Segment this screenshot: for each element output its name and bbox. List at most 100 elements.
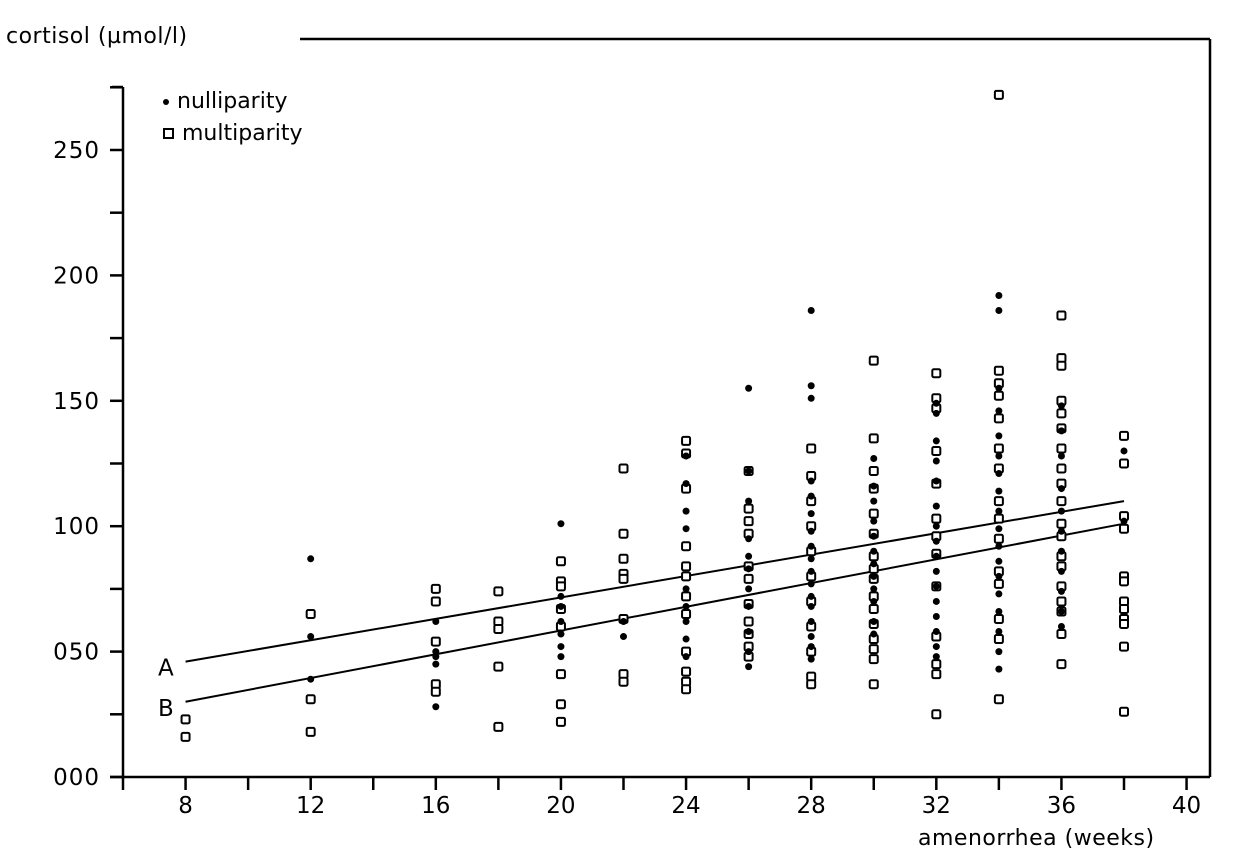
data-point-nulliparity	[1057, 452, 1065, 460]
data-point-nulliparity	[870, 597, 878, 605]
data-point-multiparity	[180, 731, 191, 742]
data-point-nulliparity	[995, 307, 1003, 315]
open-square-icon	[163, 128, 174, 139]
data-point-nulliparity	[557, 602, 565, 610]
data-point-nulliparity	[807, 394, 815, 402]
data-point-nulliparity	[870, 630, 878, 638]
data-point-multiparity	[993, 413, 1004, 424]
y-tick-label: 100	[53, 514, 100, 540]
regression-line-labels: AB	[158, 656, 174, 722]
data-point-nulliparity	[1057, 547, 1065, 555]
data-point-nulliparity	[745, 497, 753, 505]
regression-line-a	[185, 500, 1125, 663]
data-point-nulliparity	[682, 480, 690, 488]
legend-item-multiparity: multiparity	[163, 121, 302, 146]
data-point-nulliparity	[870, 497, 878, 505]
data-point-multiparity	[493, 624, 504, 635]
y-axis-title: cortisol (µmol/l)	[6, 24, 188, 49]
data-point-multiparity	[618, 573, 629, 584]
data-point-nulliparity	[995, 487, 1003, 495]
data-point-multiparity	[430, 636, 441, 647]
x-tick-label: 32	[922, 793, 951, 819]
data-point-multiparity	[180, 714, 191, 725]
x-tick-label: 40	[1172, 793, 1201, 819]
regression-lines	[185, 500, 1125, 703]
data-point-multiparity	[305, 608, 316, 619]
data-point-multiparity	[1056, 629, 1067, 640]
data-point-nulliparity	[995, 432, 1003, 440]
data-point-nulliparity	[932, 567, 940, 575]
data-point-multiparity	[993, 694, 1004, 705]
data-point-multiparity	[931, 709, 942, 720]
data-point-multiparity	[993, 365, 1004, 376]
y-tick-label: 250	[53, 138, 100, 164]
data-point-multiparity	[993, 443, 1004, 454]
y-axis: 000 050 100 150 200 250	[53, 85, 125, 791]
data-point-nulliparity	[807, 592, 815, 600]
data-point-nulliparity	[745, 585, 753, 593]
data-point-nulliparity	[432, 660, 440, 668]
data-point-nulliparity	[807, 555, 815, 563]
data-point-nulliparity	[307, 675, 315, 683]
data-point-multiparity	[1056, 659, 1067, 670]
data-point-nulliparity	[807, 492, 815, 500]
data-point-nulliparity	[995, 525, 1003, 533]
x-tick-label: 12	[296, 793, 325, 819]
data-point-nulliparity	[807, 618, 815, 626]
y-tick-label: 000	[53, 765, 100, 791]
data-point-multiparity	[1119, 430, 1129, 441]
data-point-nulliparity	[1120, 517, 1128, 525]
x-tick-label: 20	[546, 793, 575, 819]
data-point-multiparity	[305, 726, 316, 737]
data-point-nulliparity	[932, 653, 940, 661]
data-point-nulliparity	[807, 655, 815, 663]
data-point-nulliparity	[932, 612, 940, 620]
data-point-multiparity	[868, 644, 879, 655]
data-point-multiparity	[555, 556, 566, 567]
data-point-nulliparity	[745, 384, 753, 392]
data-point-nulliparity	[995, 665, 1003, 673]
data-point-multiparity	[1119, 523, 1129, 534]
data-point-nulliparity	[432, 648, 440, 656]
data-point-nulliparity	[745, 628, 753, 636]
data-point-nulliparity	[682, 618, 690, 626]
regression-line-b	[185, 522, 1125, 703]
regression-label-b: B	[158, 696, 174, 722]
data-point-multiparity	[931, 445, 942, 456]
data-point-multiparity	[618, 463, 629, 474]
data-point-multiparity	[681, 608, 692, 619]
y-tick-label: 200	[53, 263, 100, 289]
data-point-nulliparity	[995, 384, 1003, 392]
data-point-multiparity	[1056, 496, 1067, 507]
legend-label: nulliparity	[177, 89, 288, 114]
x-tick-label: 36	[1047, 793, 1076, 819]
data-point-nulliparity	[557, 618, 565, 626]
x-axis-title: amenorrhea (weeks)	[918, 826, 1155, 851]
data-point-nulliparity	[932, 399, 940, 407]
data-point-nulliparity	[807, 527, 815, 535]
data-point-multiparity	[931, 669, 942, 680]
data-point-multiparity	[1056, 518, 1067, 529]
data-point-nulliparity	[932, 522, 940, 530]
data-point-multiparity	[681, 541, 692, 552]
data-point-nulliparity	[995, 572, 1003, 580]
data-point-multiparity	[1119, 458, 1129, 469]
data-point-nulliparity	[1057, 607, 1065, 615]
data-point-nulliparity	[995, 590, 1003, 598]
data-point-nulliparity	[932, 477, 940, 485]
nulliparity-points	[307, 291, 1128, 711]
data-point-nulliparity	[307, 633, 315, 641]
data-point-nulliparity	[1057, 402, 1065, 410]
data-point-multiparity	[931, 513, 942, 524]
data-point-multiparity	[681, 666, 692, 677]
data-point-multiparity	[681, 571, 692, 582]
data-point-multiparity	[868, 654, 879, 665]
data-point-multiparity	[555, 716, 566, 727]
data-point-nulliparity	[995, 470, 1003, 478]
data-point-multiparity	[806, 679, 817, 690]
data-point-nulliparity	[557, 643, 565, 651]
data-point-nulliparity	[1120, 447, 1128, 455]
data-point-multiparity	[993, 613, 1004, 624]
data-point-multiparity	[868, 508, 879, 519]
data-point-multiparity	[993, 496, 1004, 507]
